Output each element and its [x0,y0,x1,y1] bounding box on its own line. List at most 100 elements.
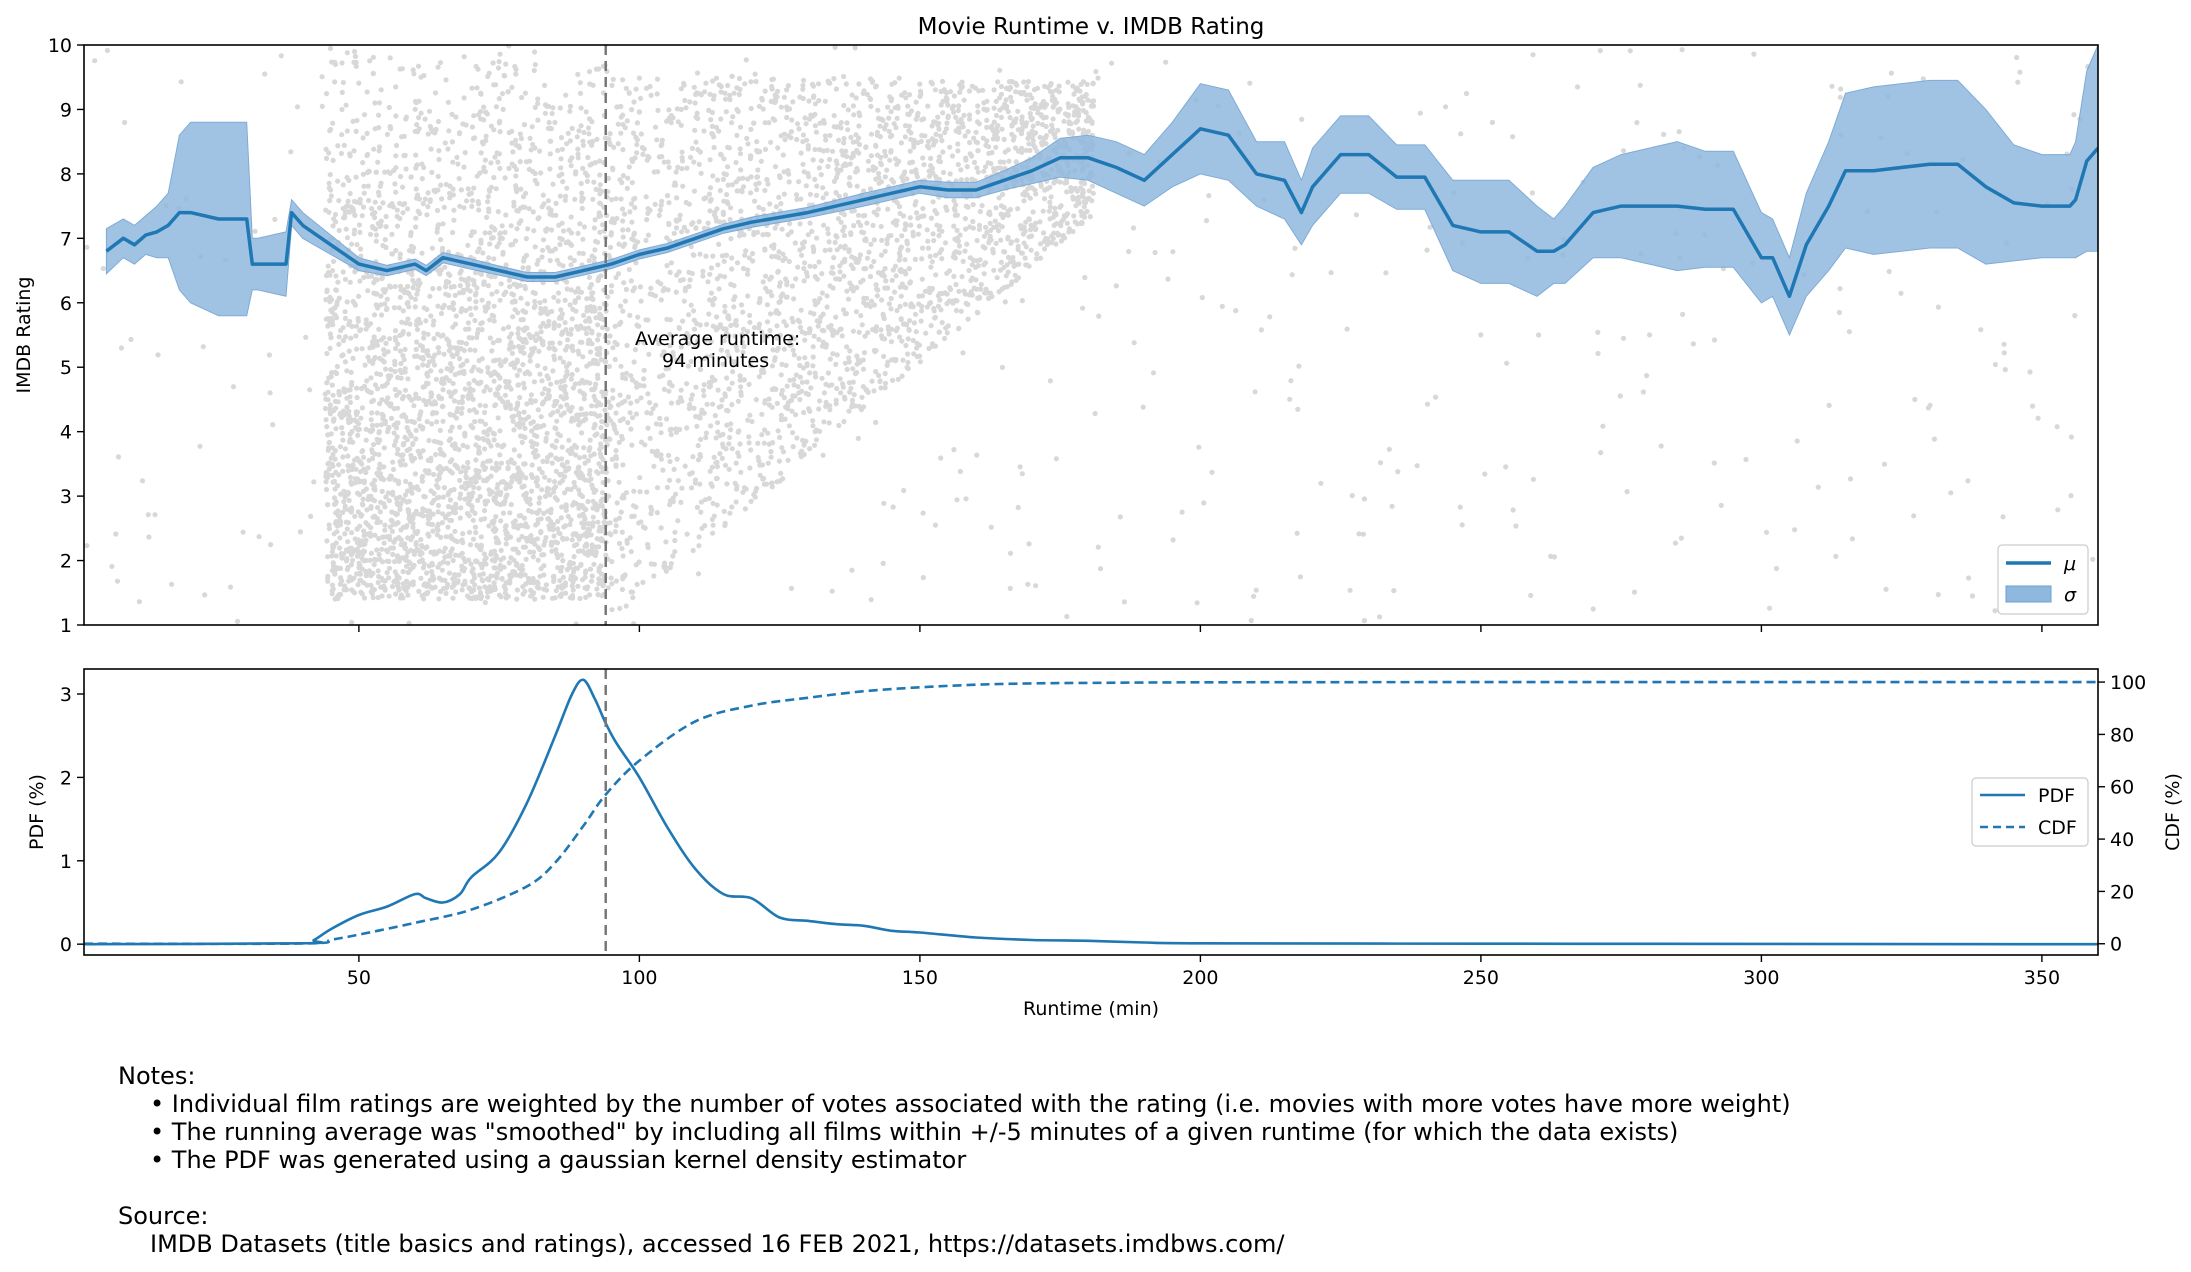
scatter-point [448,393,454,400]
scatter-point [529,428,535,434]
scatter-point [573,469,579,476]
scatter-point [336,295,342,301]
scatter-point [406,559,412,565]
scatter-point [399,396,406,402]
scatter-point [589,290,595,296]
scatter-point [364,507,370,513]
scatter-point [640,151,646,157]
scatter-point [358,415,364,421]
scatter-point [466,275,472,281]
scatter-point [885,327,892,333]
scatter-point [435,64,441,70]
scatter-point [439,520,445,526]
scatter-point [567,521,573,528]
scatter-point [888,306,894,312]
scatter-point [403,166,409,172]
scatter-point [813,437,820,443]
scatter-point [584,296,590,302]
scatter-point [833,361,839,367]
scatter-point [413,100,419,106]
scatter-point [450,380,456,387]
scatter-point [930,231,936,237]
scatter-point [855,212,862,218]
scatter-point [706,311,712,317]
scatter-point [335,143,341,149]
scatter-point [801,278,807,284]
scatter-point [483,384,490,390]
scatter-point [399,331,405,337]
scatter-point [810,418,816,424]
scatter-point [1019,117,1025,124]
scatter-point [620,243,626,249]
scatter-point [467,542,474,548]
scatter-point [915,110,921,116]
scatter-point [1080,107,1087,114]
scatter-point [947,285,953,291]
scatter-point [443,590,449,597]
scatter-point [400,308,406,314]
scatter-point [589,253,595,259]
scatter-point [737,124,744,130]
scatter-point [797,374,803,380]
scatter-point [537,148,543,154]
scatter-point [596,503,603,509]
scatter-point [969,176,975,182]
scatter-point [740,489,746,495]
scatter-point [465,282,471,288]
scatter-point [539,204,545,210]
scatter-point [348,241,355,247]
scatter-point [715,387,721,393]
scatter-point [502,528,509,534]
scatter-point [551,294,557,300]
scatter-point [587,467,593,474]
scatter-point [559,504,565,510]
scatter-point [814,183,820,189]
scatter-point [386,575,392,581]
scatter-point [535,216,541,222]
scatter-point [586,131,592,137]
scatter-point [507,572,513,578]
scatter-point [793,192,800,198]
scatter-point [333,273,339,279]
scatter-point [682,288,688,294]
scatter-point [515,400,521,406]
scatter-point [721,171,727,177]
scatter-point [365,465,371,471]
scatter-point [473,457,479,463]
scatter-point [527,501,533,507]
scatter-point [849,254,855,260]
scatter-point [597,446,603,452]
scatter-point [435,564,441,570]
scatter-point [575,230,581,236]
scatter-point [888,339,895,345]
scatter-point [549,460,555,466]
scatter-point [1065,101,1071,107]
scatter-point [393,113,399,119]
scatter-point [458,276,464,282]
scatter-point [441,380,447,386]
scatter-point [793,276,799,282]
scatter-point [981,262,987,268]
scatter-point [402,387,408,393]
scatter-point [706,191,713,197]
scatter-point [1028,222,1034,228]
scatter-point [631,488,637,494]
scatter-point [551,320,558,326]
scatter-point [557,340,563,346]
scatter-point [595,239,601,245]
scatter-point [391,430,397,436]
scatter-point [348,417,354,423]
scatter-point [641,376,647,382]
scatter-point [402,346,408,352]
scatter-point [477,109,484,115]
scatter-point [437,427,443,433]
scatter-point [424,544,430,550]
scatter-point [547,492,553,498]
scatter-point [422,581,428,587]
scatter-point [929,81,936,87]
scatter-point [789,315,795,321]
scatter-point [477,402,483,408]
scatter-point [528,420,534,426]
scatter-point [460,531,466,537]
scatter-point [398,592,404,598]
